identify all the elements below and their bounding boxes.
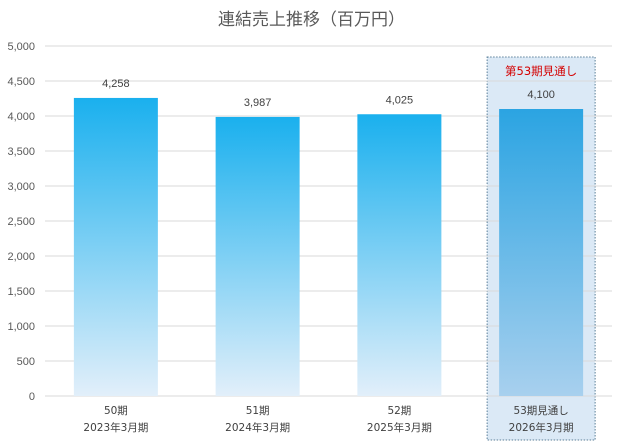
y-tick-label: 1,000 bbox=[7, 321, 35, 333]
x-category-year-label: 2023年3月期 bbox=[83, 421, 148, 434]
x-category-year-label: 2025年3月期 bbox=[367, 421, 432, 434]
bar bbox=[357, 114, 442, 396]
x-category-label: 51期 bbox=[246, 405, 270, 417]
y-tick-label: 2,000 bbox=[7, 251, 35, 263]
y-tick-label: 1,500 bbox=[7, 286, 35, 298]
y-tick-label: 2,500 bbox=[7, 216, 35, 228]
y-tick-label: 4,000 bbox=[7, 111, 35, 123]
bar-value-label: 4,258 bbox=[102, 78, 130, 90]
forecast-note-label: 第53期見通し bbox=[505, 64, 577, 78]
chart-title: 連結売上推移（百万円） bbox=[218, 10, 405, 30]
x-category-label: 52期 bbox=[387, 405, 411, 417]
y-tick-label: 5,000 bbox=[7, 41, 35, 53]
y-tick-label: 500 bbox=[17, 356, 35, 368]
y-tick-label: 3,000 bbox=[7, 181, 35, 193]
bar bbox=[73, 97, 158, 396]
y-tick-label: 3,500 bbox=[7, 146, 35, 158]
bar bbox=[499, 109, 584, 396]
bar-value-label: 3,987 bbox=[244, 97, 272, 109]
bar-value-label: 4,025 bbox=[386, 94, 414, 106]
bar-value-label: 4,100 bbox=[527, 89, 555, 101]
x-category-year-label: 2024年3月期 bbox=[225, 421, 290, 434]
x-category-year-label: 2026年3月期 bbox=[509, 421, 574, 434]
x-category-label: 50期 bbox=[104, 405, 128, 417]
y-tick-label: 0 bbox=[29, 391, 35, 403]
y-tick-label: 4,500 bbox=[7, 76, 35, 88]
bar bbox=[215, 116, 300, 396]
x-category-label: 53期見通し bbox=[513, 405, 568, 417]
